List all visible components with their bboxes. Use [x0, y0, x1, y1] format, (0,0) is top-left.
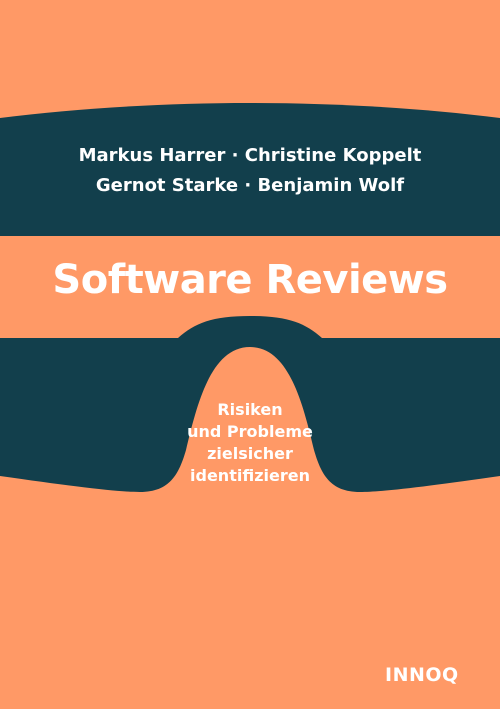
authors-line-1: Markus Harrer · Christine Koppelt [78, 145, 422, 166]
top-dark-band [0, 103, 500, 236]
goggles-dark-band [0, 316, 500, 492]
subtitle-line-4: identifizieren [190, 466, 310, 485]
subtitle-line-2: und Probleme [187, 422, 313, 441]
authors-line-2: Gernot Starke · Benjamin Wolf [95, 175, 405, 196]
publisher-logo: INNOQ [385, 664, 459, 686]
book-subtitle: Risiken und Probleme zielsicher identifi… [150, 399, 350, 487]
book-title: Software Reviews [52, 257, 448, 303]
subtitle-line-3: zielsicher [207, 444, 293, 463]
subtitle-line-1: Risiken [217, 400, 283, 419]
